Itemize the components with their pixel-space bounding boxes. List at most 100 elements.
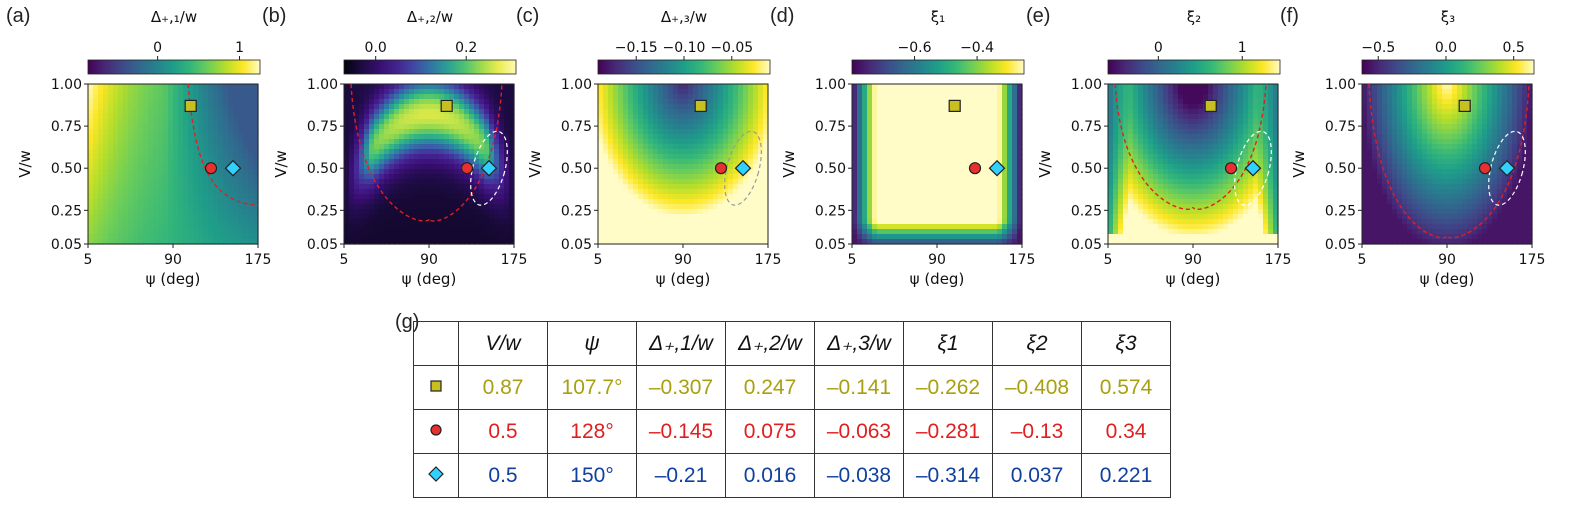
- heatmap-cell: [173, 139, 179, 145]
- heatmap-cell: [922, 149, 928, 155]
- heatmap-cell: [862, 159, 868, 165]
- colorbar-tick-label: 1: [1238, 40, 1247, 56]
- heatmap-cell: [877, 219, 883, 225]
- heatmap-cell: [957, 189, 963, 195]
- heatmap-cell: [862, 89, 868, 95]
- heatmap-cell: [1012, 139, 1018, 145]
- heatmap-cell: [374, 114, 380, 120]
- heatmap-cell: [992, 214, 998, 220]
- heatmap-cell: [668, 234, 674, 240]
- heatmap-cell: [489, 199, 495, 205]
- heatmap-cell: [469, 234, 475, 240]
- heatmap-cell: [867, 234, 873, 240]
- heatmap-cell: [158, 94, 164, 100]
- heatmap-cell: [444, 149, 450, 155]
- heatmap-cell: [703, 124, 709, 130]
- heatmap-cell: [509, 174, 515, 180]
- heatmap-cell: [499, 194, 505, 200]
- heatmap-cell: [138, 84, 144, 90]
- heatmap-cell: [213, 129, 219, 135]
- heatmap-cell: [753, 219, 759, 225]
- heatmap-cell: [892, 234, 898, 240]
- heatmap-cell: [424, 109, 430, 115]
- heatmap-cell: [238, 139, 244, 145]
- heatmap-cell: [862, 129, 868, 135]
- heatmap-cell: [972, 219, 978, 225]
- heatmap-cell: [952, 199, 958, 205]
- heatmap-cell: [404, 219, 410, 225]
- heatmap-cell: [178, 164, 184, 170]
- heatmap-cell: [618, 219, 624, 225]
- heatmap-cell: [183, 94, 189, 100]
- heatmap-cell: [218, 114, 224, 120]
- heatmap-cell: [193, 124, 199, 130]
- heatmap-cell: [384, 214, 390, 220]
- heatmap-cell: [1158, 119, 1164, 125]
- heatmap-cell: [1148, 214, 1154, 220]
- heatmap-cell: [404, 94, 410, 100]
- heatmap-cell: [389, 229, 395, 235]
- heatmap-cell: [658, 89, 664, 95]
- heatmap-cell: [379, 94, 385, 100]
- heatmap-cell: [937, 169, 943, 175]
- heatmap-cell: [163, 164, 169, 170]
- heatmap-cell: [947, 194, 953, 200]
- heatmap-cell: [723, 114, 729, 120]
- heatmap-cell: [469, 124, 475, 130]
- heatmap-cell: [1148, 109, 1154, 115]
- heatmap-cell: [1178, 129, 1184, 135]
- heatmap-cell: [658, 219, 664, 225]
- heatmap-cell: [598, 124, 604, 130]
- heatmap-cell: [203, 154, 209, 160]
- heatmap-cell: [449, 154, 455, 160]
- heatmap-cell: [917, 154, 923, 160]
- heatmap-cell: [98, 144, 104, 150]
- heatmap-cell: [138, 124, 144, 130]
- heatmap-cell: [228, 94, 234, 100]
- heatmap-cell: [877, 194, 883, 200]
- heatmap-cell: [663, 84, 669, 90]
- heatmap-cell: [123, 99, 129, 105]
- heatmap-cell: [1002, 229, 1008, 235]
- heatmap-cell: [872, 234, 878, 240]
- heatmap-cell: [1148, 89, 1154, 95]
- heatmap-cell: [698, 114, 704, 120]
- heatmap-cell: [658, 84, 664, 90]
- heatmap-cell: [708, 214, 714, 220]
- heatmap-cell: [474, 199, 480, 205]
- heatmap-cell: [389, 84, 395, 90]
- heatmap-cell: [1178, 99, 1184, 105]
- heatmap-cell: [494, 99, 500, 105]
- heatmap-cell: [1017, 99, 1023, 105]
- heatmap-cell: [1007, 194, 1013, 200]
- heatmap-cell: [947, 159, 953, 165]
- heatmap-cell: [379, 169, 385, 175]
- heatmap-cell: [932, 119, 938, 125]
- heatmap-cell: [638, 144, 644, 150]
- heatmap-cell: [678, 199, 684, 205]
- heatmap-cell: [253, 179, 259, 185]
- heatmap-cell: [733, 174, 739, 180]
- heatmap-cell: [163, 234, 169, 240]
- heatmap-cell: [1158, 129, 1164, 135]
- heatmap-cell: [688, 169, 694, 175]
- heatmap-cell: [479, 199, 485, 205]
- heatmap-cell: [1108, 169, 1114, 175]
- heatmap-cell: [957, 114, 963, 120]
- heatmap-cell: [977, 209, 983, 215]
- heatmap-cell: [688, 124, 694, 130]
- heatmap-cell: [248, 104, 254, 110]
- heatmap-cell: [678, 139, 684, 145]
- heatmap-cell: [1123, 109, 1129, 115]
- heatmap-cell: [987, 234, 993, 240]
- heatmap-cell: [658, 194, 664, 200]
- heatmap-cell: [887, 149, 893, 155]
- heatmap-cell: [173, 99, 179, 105]
- heatmap-cell: [917, 104, 923, 110]
- heatmap-cell: [153, 119, 159, 125]
- heatmap-cell: [882, 149, 888, 155]
- heatmap-cell: [857, 149, 863, 155]
- heatmap-cell: [253, 94, 259, 100]
- heatmap-cell: [698, 154, 704, 160]
- heatmap-cell: [758, 129, 764, 135]
